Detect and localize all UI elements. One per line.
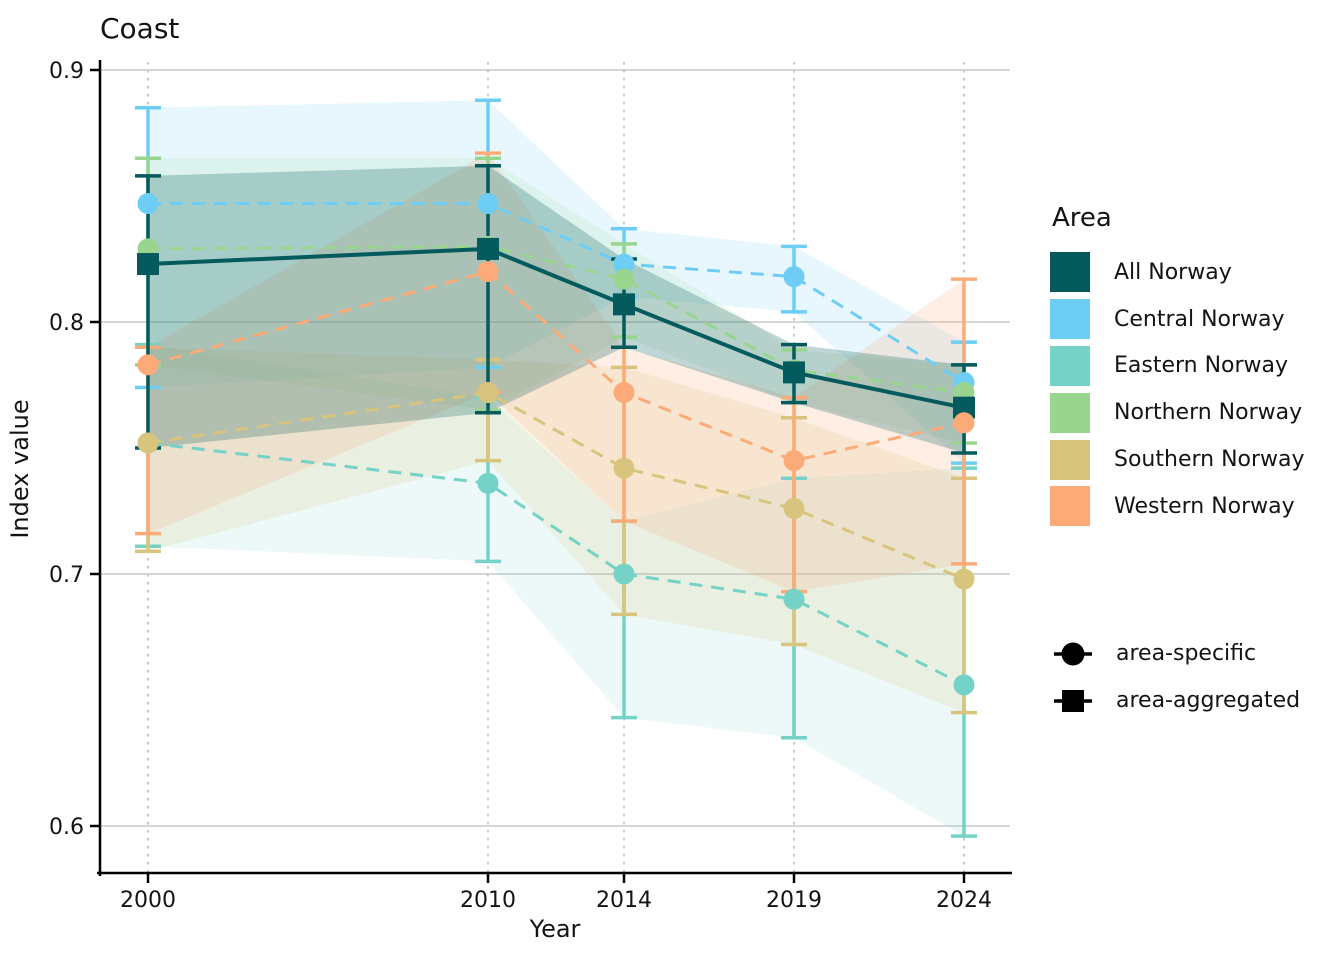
legend-swatch — [1050, 486, 1090, 527]
circle-marker-icon — [1054, 642, 1092, 665]
data-point-square — [477, 237, 499, 260]
data-point-circle — [477, 261, 499, 283]
x-tick-label: 2000 — [120, 888, 176, 913]
x-tick-label: 2010 — [460, 888, 516, 913]
legend-entry-southern-norway: Southern Norway — [1050, 436, 1305, 483]
legend-label: Central Norway — [1114, 306, 1285, 332]
legend-swatch — [1050, 392, 1090, 433]
ci-ribbon-all-norway — [148, 165, 964, 454]
area-legend: Area All Norway Central Norway Eastern Nor… — [1050, 203, 1305, 530]
legend-entries: All Norway Central Norway Eastern Norway No… — [1050, 249, 1305, 530]
marker-legend-label: area-aggregated — [1116, 688, 1301, 713]
data-point-square — [613, 293, 635, 316]
data-point-circle — [783, 450, 805, 472]
data-point-circle — [953, 412, 975, 434]
data-point-circle — [137, 193, 159, 215]
data-point-circle — [137, 354, 159, 376]
legend-label: Northern Norway — [1114, 400, 1303, 426]
y-axis-title: Index value — [6, 399, 34, 539]
legend-swatch — [1050, 252, 1090, 293]
legend-entry-eastern-norway: Eastern Norway — [1050, 343, 1305, 390]
data-point-square — [137, 253, 159, 276]
data-point-circle — [477, 193, 499, 215]
series-line-southern-norway — [147, 391, 965, 581]
data-point-circle — [783, 266, 805, 288]
markers-western-norway — [137, 261, 975, 472]
data-point-circle — [477, 382, 499, 404]
y-tick-label: 0.7 — [49, 563, 84, 588]
marker-type-legend: area-specific area-aggregated — [1050, 630, 1300, 724]
markers-southern-norway — [137, 382, 975, 590]
marker-legend-entry-area-specific: area-specific — [1050, 630, 1300, 677]
data-point-circle — [613, 382, 635, 404]
x-tick-label: 2024 — [936, 888, 992, 913]
data-point-circle — [953, 568, 975, 590]
series-line-northern-norway — [147, 244, 965, 395]
data-point-circle — [783, 497, 805, 519]
ci-ribbon-central-norway — [148, 100, 964, 464]
legend-entry-central-norway: Central Norway — [1050, 296, 1305, 343]
legend-swatch — [1050, 439, 1090, 480]
legend-swatch — [1050, 345, 1090, 386]
ci-ribbon-northern-norway — [148, 158, 964, 443]
data-point-circle — [613, 563, 635, 585]
legend-entry-northern-norway: Northern Norway — [1050, 389, 1305, 436]
data-point-circle — [477, 472, 499, 494]
x-tick-label: 2019 — [766, 888, 822, 913]
legend-entry-all-norway: All Norway — [1050, 249, 1305, 296]
data-point-square — [953, 396, 975, 419]
chart-title: Coast — [100, 12, 180, 45]
y-tick-label: 0.6 — [49, 815, 84, 840]
legend-label: Eastern Norway — [1114, 353, 1289, 379]
data-point-square — [783, 361, 805, 384]
legend-label: All Norway — [1114, 259, 1232, 285]
data-point-circle — [783, 588, 805, 610]
legend-label: Southern Norway — [1114, 447, 1305, 473]
legend-entry-western-norway: Western Norway — [1050, 483, 1305, 530]
x-axis-title: Year — [529, 915, 581, 943]
ci-ribbon-western-norway — [148, 153, 964, 592]
square-marker-icon — [1054, 689, 1092, 712]
markers-all-norway — [137, 237, 975, 419]
data-point-circle — [613, 268, 635, 290]
data-point-circle — [613, 253, 635, 275]
legend-label: Western Norway — [1114, 493, 1295, 519]
data-point-circle — [953, 674, 975, 696]
legend-title: Area — [1052, 203, 1112, 233]
x-tick-label: 2014 — [596, 888, 652, 913]
data-point-circle — [137, 432, 159, 454]
data-point-circle — [613, 457, 635, 479]
marker-legend-entry-area-aggregated: area-aggregated — [1050, 677, 1300, 724]
y-tick-label: 0.8 — [49, 311, 84, 336]
y-tick-label: 0.9 — [49, 59, 84, 84]
marker-legend-label: area-specific — [1116, 641, 1257, 666]
series-line-eastern-norway — [147, 441, 965, 687]
legend-swatch — [1050, 299, 1090, 340]
